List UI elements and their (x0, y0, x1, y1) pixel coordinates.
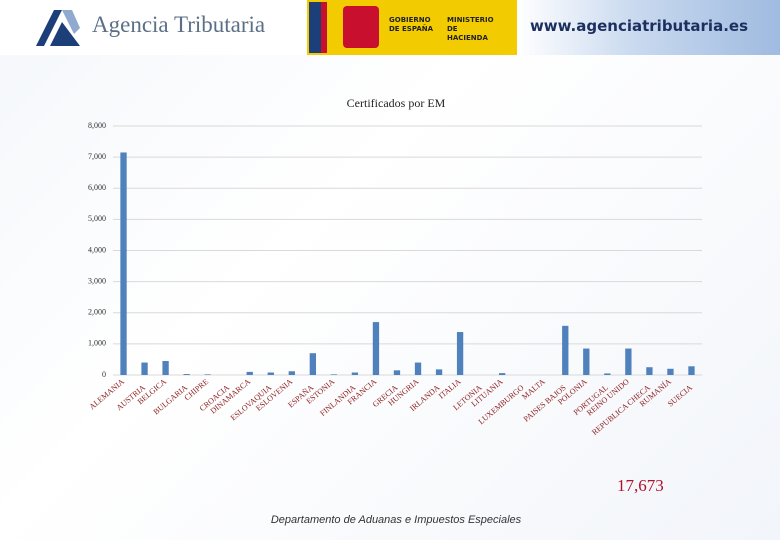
bar (309, 353, 316, 375)
bar (351, 372, 359, 375)
bar (435, 369, 443, 375)
ministry-text: MINISTERIO DE HACIENDA (447, 16, 494, 42)
x-tick-label: SUECIA (666, 383, 694, 409)
y-tick-label: 1,000 (88, 339, 106, 348)
bar (583, 348, 590, 375)
bar (330, 374, 338, 375)
chart-title: Certificados por EM (347, 96, 446, 110)
y-tick-label: 6,000 (88, 183, 106, 192)
y-tick-label: 4,000 (88, 245, 106, 254)
y-tick-label: 5,000 (88, 214, 106, 223)
bar (604, 373, 611, 375)
bar (625, 348, 632, 375)
y-tick-label: 7,000 (88, 152, 106, 161)
y-tick-label: 2,000 (88, 308, 106, 317)
bar (162, 360, 169, 375)
total: 17,673 (617, 476, 664, 495)
bar (141, 362, 148, 375)
y-tick-label: 3,000 (88, 276, 106, 285)
bar (183, 374, 190, 375)
y-tick-label: 8,000 (88, 121, 106, 130)
bar (288, 371, 295, 375)
bar (267, 372, 274, 375)
bar (414, 362, 422, 375)
bar (688, 366, 695, 375)
bar (393, 370, 401, 375)
bar (456, 332, 464, 375)
y-tick-label: 0 (102, 370, 106, 379)
bar (120, 152, 127, 375)
url: www.agenciatributaria.es (529, 17, 748, 35)
bar (646, 367, 653, 375)
bar (667, 368, 674, 375)
bar (246, 371, 253, 375)
bar (372, 322, 380, 375)
gov-text: GOBIERNO DE ESPAÑA (389, 16, 434, 33)
bar (562, 325, 569, 375)
government-logo: GOBIERNO DE ESPAÑA MINISTERIO DE HACIEND… (307, 0, 517, 55)
x-tick-label: ITALIA (437, 377, 463, 401)
bar (204, 374, 211, 375)
logo (36, 10, 80, 46)
brand: Agencia Tributaria (92, 12, 266, 37)
url-band: www.agenciatributaria.es (517, 0, 780, 55)
header: Agencia Tributaria GOBIERNO DE ESPAÑA MI… (0, 0, 780, 55)
bar (499, 373, 506, 375)
footer: Departamento de Aduanas e Impuestos Espe… (270, 514, 522, 526)
